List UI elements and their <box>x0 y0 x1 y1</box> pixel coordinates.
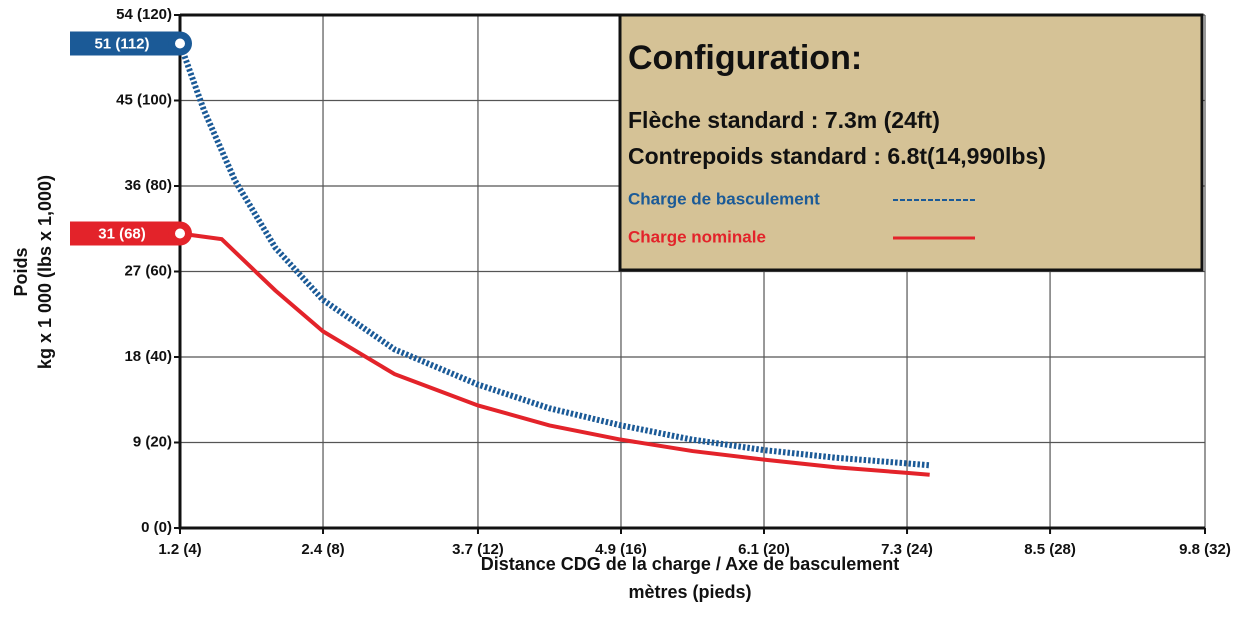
annotation-box <box>70 221 180 246</box>
x-tick-label: 6.1 (20) <box>738 541 790 558</box>
y-tick-label: 9 (20) <box>133 433 172 450</box>
line-series <box>177 42 930 469</box>
legend-label: Charge de basculement <box>628 189 820 208</box>
subtitle: Flèche standard : 7.3m (24ft) <box>628 107 940 133</box>
subtitle: Contrepoids standard : 6.8t(14,990lbs) <box>628 143 1046 169</box>
legend-label: Charge nominale <box>628 227 766 246</box>
x-tick-label: 3.7 (12) <box>452 541 504 558</box>
annotation-dot-inner <box>175 228 185 239</box>
y-tick-label: 36 (80) <box>124 177 172 194</box>
y-axis-label: Poids <box>11 247 31 296</box>
y-tick-label: 0 (0) <box>141 519 172 536</box>
y-tick-label: 54 (120) <box>116 6 172 23</box>
x-tick-label: 4.9 (16) <box>595 541 647 558</box>
y-tick-label: 45 (100) <box>116 91 172 108</box>
y-axis-label: kg x 1 000 (lbs x 1,000) <box>35 175 55 369</box>
line-series <box>179 231 930 477</box>
y-tick-label: 27 (60) <box>124 262 172 279</box>
x-tick-label: 7.3 (24) <box>881 541 933 558</box>
x-tick-label: 8.5 (28) <box>1024 541 1076 558</box>
x-axis-label: mètres (pieds) <box>628 582 751 602</box>
annotation-dot-inner <box>175 38 185 49</box>
axis <box>178 15 1205 530</box>
x-tick-label: 2.4 (8) <box>301 541 344 558</box>
x-axis-label: Distance CDG de la charge / Axe de bascu… <box>481 554 899 574</box>
x-tick-label: 9.8 (32) <box>1179 541 1231 558</box>
annotation-box <box>70 31 180 56</box>
annotation-label: 31 (68) <box>98 225 146 242</box>
chart-title: Configuration: <box>628 39 862 77</box>
annotation-label: 51 (112) <box>94 35 149 52</box>
legend-box <box>618 13 1204 272</box>
y-tick-label: 18 (40) <box>124 348 172 365</box>
x-tick-label: 1.2 (4) <box>158 541 201 558</box>
